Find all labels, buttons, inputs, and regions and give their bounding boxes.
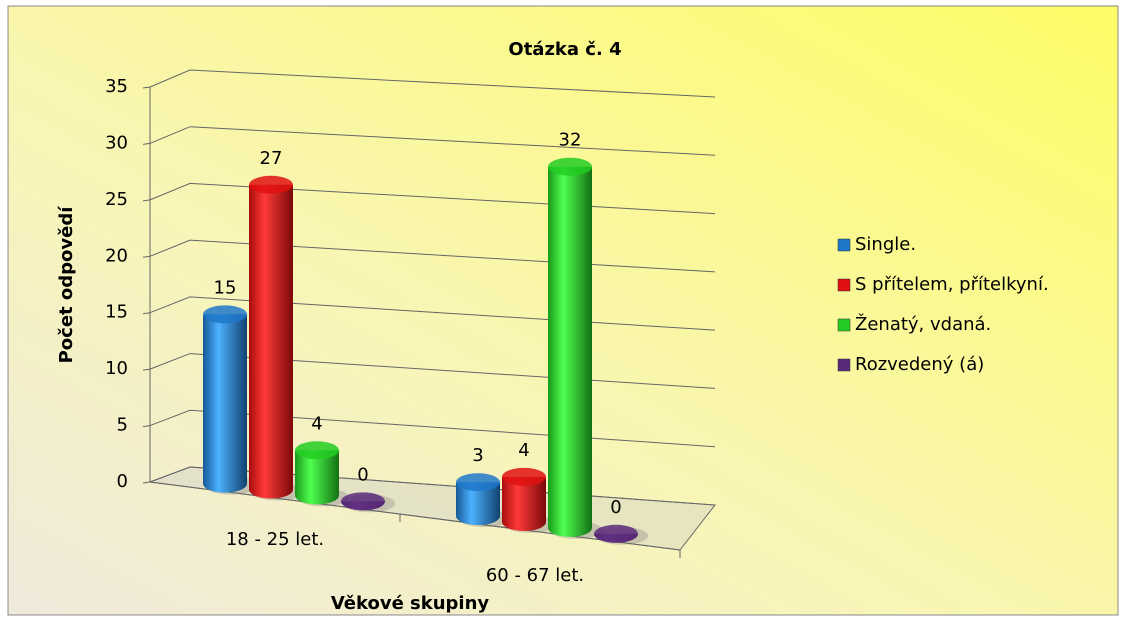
legend-label: Rozvedený (á) xyxy=(855,354,984,375)
legend-marker xyxy=(837,318,851,332)
tick-mark xyxy=(142,481,151,484)
grid-line xyxy=(149,239,716,273)
tick-mark xyxy=(142,255,151,258)
bar xyxy=(456,482,500,526)
grid-line xyxy=(149,353,716,389)
grid-line xyxy=(149,69,716,98)
data-label: 4 xyxy=(518,440,529,461)
legend-marker xyxy=(837,238,851,252)
legend-label: S přítelem, přítelkyní. xyxy=(855,274,1049,295)
y-tick-label: 20 xyxy=(105,245,128,266)
x-tick-label: 60 - 67 let. xyxy=(486,565,584,586)
tick-mark xyxy=(142,425,151,428)
y-tick-label: 15 xyxy=(105,302,128,323)
tick-mark xyxy=(142,312,151,315)
y-tick-label: 30 xyxy=(105,132,128,153)
bar-top xyxy=(548,157,592,176)
data-label: 4 xyxy=(311,413,322,434)
data-label: 0 xyxy=(357,464,368,485)
data-label: 27 xyxy=(260,148,283,169)
y-tick-label: 0 xyxy=(117,471,128,492)
bar xyxy=(295,450,339,505)
data-label: 15 xyxy=(214,277,237,298)
legend-marker xyxy=(837,278,851,292)
y-axis-label: Počet odpovědí xyxy=(56,206,77,364)
y-tick-label: 35 xyxy=(105,76,128,97)
data-label: 0 xyxy=(610,497,621,518)
data-label: 32 xyxy=(559,130,582,151)
bar xyxy=(502,476,546,531)
x-tick-label: 18 - 25 let. xyxy=(226,529,324,550)
legend-marker xyxy=(837,358,851,372)
bar-top xyxy=(341,492,385,511)
bar-top xyxy=(295,441,339,460)
grid-line xyxy=(149,126,716,156)
bar xyxy=(249,184,293,499)
tick-mark xyxy=(142,142,151,145)
bar-top xyxy=(203,305,247,324)
bar-top xyxy=(249,175,293,194)
grid-line xyxy=(149,182,716,215)
y-tick-label: 25 xyxy=(105,189,128,210)
bar-top xyxy=(502,467,546,486)
y-tick-label: 5 xyxy=(117,415,128,436)
grid-line xyxy=(149,409,716,448)
bar xyxy=(203,314,247,493)
bar xyxy=(548,166,592,537)
y-tick-label: 10 xyxy=(105,358,128,379)
grid-line xyxy=(149,296,716,331)
tick-mark xyxy=(142,368,151,371)
x-axis xyxy=(149,481,681,551)
legend-label: Ženatý, vdaná. xyxy=(855,313,991,335)
tick-mark xyxy=(142,199,151,202)
x-axis-label: Věkové skupiny xyxy=(331,593,490,614)
data-label: 3 xyxy=(472,445,483,466)
bar-top xyxy=(456,473,500,492)
tick-mark xyxy=(142,86,151,89)
chart-title: Otázka č. 4 xyxy=(508,39,621,60)
bar-top xyxy=(594,524,638,543)
legend-label: Single. xyxy=(855,234,916,255)
